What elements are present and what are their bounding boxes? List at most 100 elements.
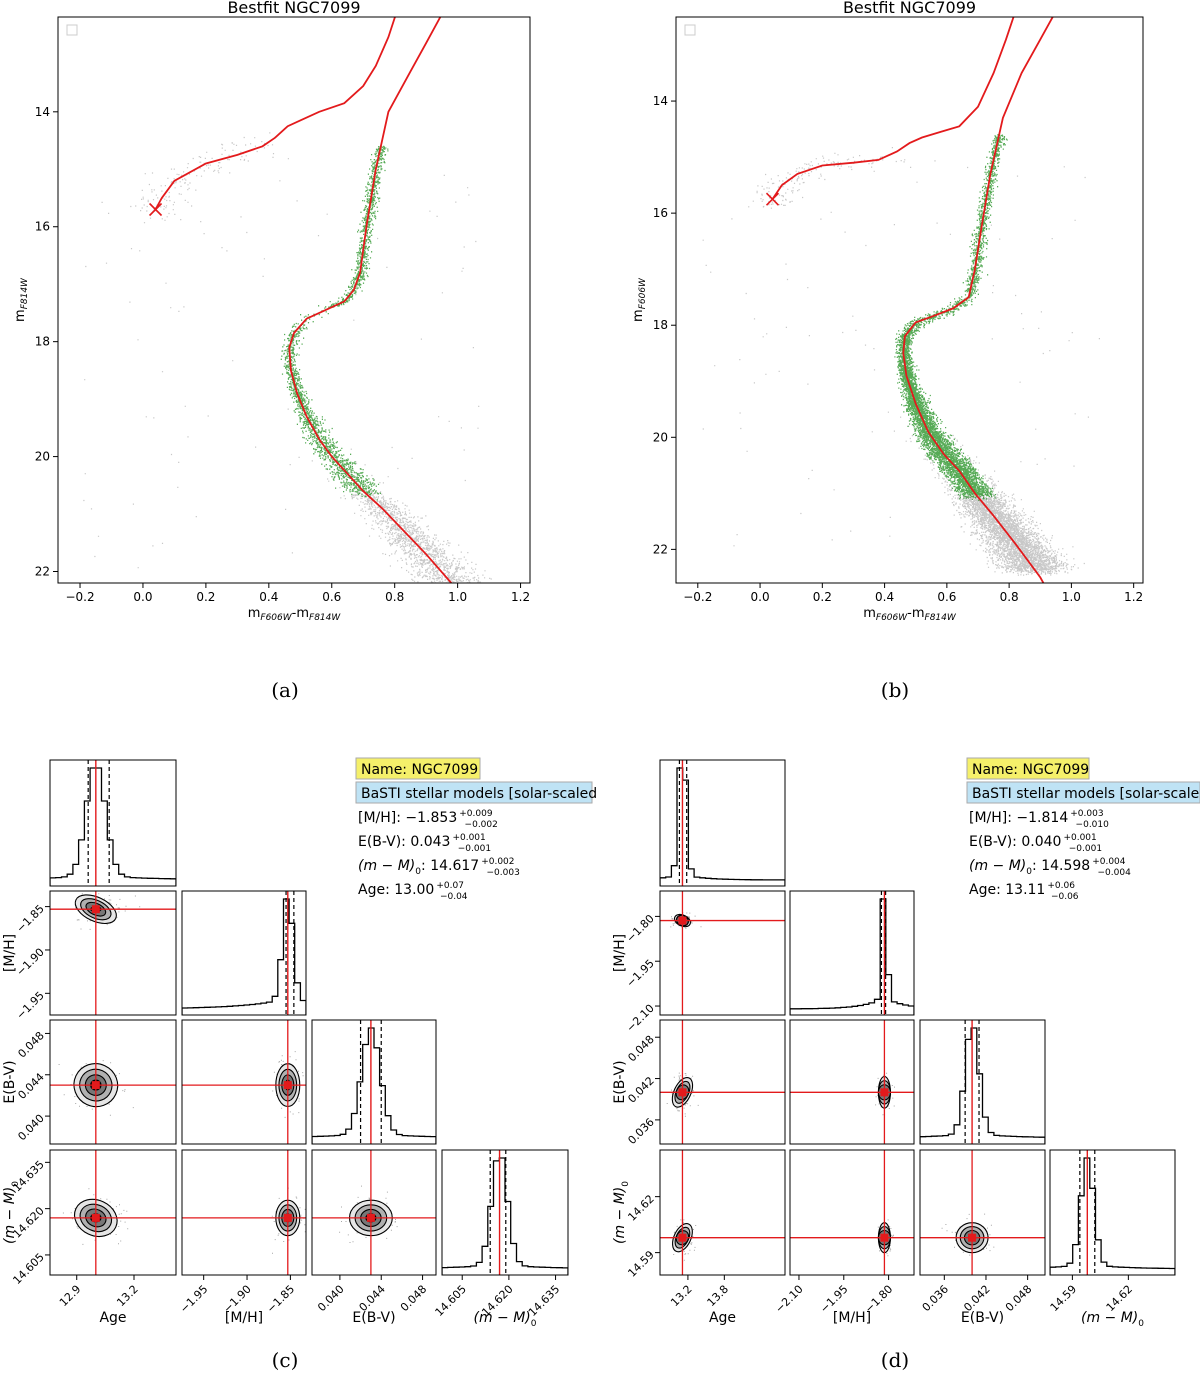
corner-x-label: E(B-V)	[961, 1310, 1004, 1326]
histogram-panel: 14.605 14.620 14.635	[433, 1149, 569, 1319]
panel-frame	[919, 1149, 1046, 1276]
panel-area	[50, 760, 176, 886]
panel-area	[442, 1150, 568, 1275]
panel-area	[920, 1150, 1045, 1275]
corner-x-label: Age	[99, 1310, 126, 1326]
panel-area	[660, 760, 785, 886]
corner-y-label: [M/H]	[2, 934, 18, 972]
best-fit-marker	[91, 1213, 100, 1222]
corner-x-label: (m − M)0	[1081, 1310, 1144, 1329]
y-tick-label: 14.62	[625, 1192, 656, 1223]
corner-x-label: Age	[709, 1310, 736, 1326]
x-tick-label: 13.2	[668, 1283, 695, 1310]
panel-frame	[311, 1149, 437, 1276]
panel-frame	[49, 759, 177, 887]
y-tick-label: 14	[35, 105, 50, 119]
contour-panel: 0.036 0.042 0.048	[625, 1019, 786, 1147]
legend-name: Name: NGC7099	[361, 762, 478, 778]
x-tick-label: 1.0	[1062, 590, 1081, 604]
legend-box	[684, 24, 696, 36]
y-tick-label: −1.85	[14, 902, 47, 935]
contour-panel	[181, 1019, 307, 1145]
x-tick-label: 14.59	[1048, 1283, 1079, 1314]
best-fit-marker	[968, 1233, 977, 1242]
corner-x-label: (m − M)0	[473, 1310, 536, 1329]
panel-frame	[659, 759, 786, 887]
legend-mh: [M/H]: −1.814 +0.003 −0.010	[969, 809, 1109, 830]
y-tick-label: 20	[35, 450, 50, 464]
best-fit-marker	[283, 1081, 292, 1090]
cmd-panel-b: −0.2 0.0 0.2 0.4 0.6 0.8 1.0 1.2 14 16 18 20 22 Bestf…	[631, 0, 1144, 623]
best-fit-marker	[678, 916, 687, 925]
best-fit-marker	[91, 1081, 100, 1090]
isochrone-agb	[771, 17, 1015, 200]
panel-frame	[49, 1149, 177, 1276]
histogram-panel	[659, 759, 786, 887]
best-fit-marker	[91, 905, 100, 914]
y-tick-label: 14	[653, 94, 668, 108]
legend-c: Name: NGC7099 BaSTI stellar models [sola…	[355, 757, 597, 902]
y-tick-label: 18	[653, 318, 668, 332]
name-box	[966, 757, 1090, 780]
histogram-panel	[181, 890, 307, 1016]
panel-area	[790, 1020, 914, 1144]
x-axis-label: mF606W-mF814W	[248, 606, 342, 623]
panel-frame	[789, 1019, 915, 1145]
corner-y-label: E(B-V)	[612, 1060, 628, 1103]
x-tick-label: −2.10	[773, 1283, 806, 1316]
model-box	[355, 781, 593, 804]
x-tick-label: 12.9	[57, 1283, 84, 1310]
panel-frame	[49, 890, 177, 1016]
panel-area	[50, 1150, 176, 1275]
panel-frame	[659, 890, 786, 1016]
x-tick-label: −0.2	[683, 590, 712, 604]
caption-d: (d)	[881, 1348, 909, 1372]
isochrone-agb	[154, 17, 396, 210]
histogram-panel	[49, 759, 177, 887]
x-tick-label: 0.8	[385, 590, 404, 604]
panel-area	[790, 1150, 914, 1275]
x-tick-label: 0.048	[1003, 1283, 1034, 1314]
axes-frame	[675, 16, 1144, 584]
corner-x-label: [M/H]	[833, 1310, 871, 1326]
legend-ebv: E(B-V): 0.040 +0.001 −0.001	[969, 833, 1102, 854]
isochrone-rgb	[288, 17, 452, 583]
x-tick-label: 0.8	[1000, 590, 1019, 604]
corner-y-label: (m − M)0	[612, 1181, 631, 1244]
panel-area	[182, 1150, 306, 1275]
legend-model: BaSTI stellar models [solar-scaled	[972, 786, 1200, 802]
legend-dm: (m − M)0: 14.617 +0.002 −0.003	[358, 857, 520, 878]
x-tick-label: 14.635	[526, 1283, 562, 1319]
y-tick-label: 22	[35, 565, 50, 579]
panel-frame	[659, 1149, 786, 1276]
x-tick-label: 13.2	[114, 1283, 141, 1310]
cmd-panel-a: −0.2 0.0 0.2 0.4 0.6 0.8 1.0 1.2 14 16 18 20 22 Bestf…	[13, 0, 531, 623]
x-tick-label: 0.4	[875, 590, 894, 604]
panel-frame	[181, 1019, 307, 1145]
y-tick-label: 20	[653, 430, 668, 444]
x-tick-label: 0.2	[813, 590, 832, 604]
y-tick-label: −1.95	[624, 957, 657, 990]
field-stars	[83, 132, 492, 583]
name-box	[355, 757, 481, 780]
corner-y-label: (m − M)0	[2, 1181, 21, 1244]
x-tick-label: 1.2	[1124, 590, 1143, 604]
histogram-step	[1050, 1157, 1175, 1275]
legend-box	[66, 24, 78, 36]
y-tick-label: 0.044	[15, 1070, 46, 1101]
corner-x-label: E(B-V)	[352, 1310, 395, 1326]
x-tick-label: 13.8	[705, 1283, 732, 1310]
panel-frame	[49, 1019, 177, 1145]
x-tick-label: −0.2	[65, 590, 94, 604]
legend-mh: [M/H]: −1.853 +0.009 −0.002	[358, 809, 498, 830]
y-tick-label: 14.59	[625, 1248, 656, 1279]
legend-dm: (m − M)0: 14.598 +0.004 −0.004	[969, 857, 1131, 878]
model-box	[966, 781, 1200, 804]
legend-name: Name: NGC7099	[972, 762, 1089, 778]
histogram-step	[442, 1157, 568, 1275]
legend-ebv: E(B-V): 0.043 +0.001 −0.001	[358, 833, 491, 854]
panel-frame	[789, 1149, 915, 1276]
x-tick-label: 0.0	[133, 590, 152, 604]
histogram-step	[312, 1027, 436, 1144]
